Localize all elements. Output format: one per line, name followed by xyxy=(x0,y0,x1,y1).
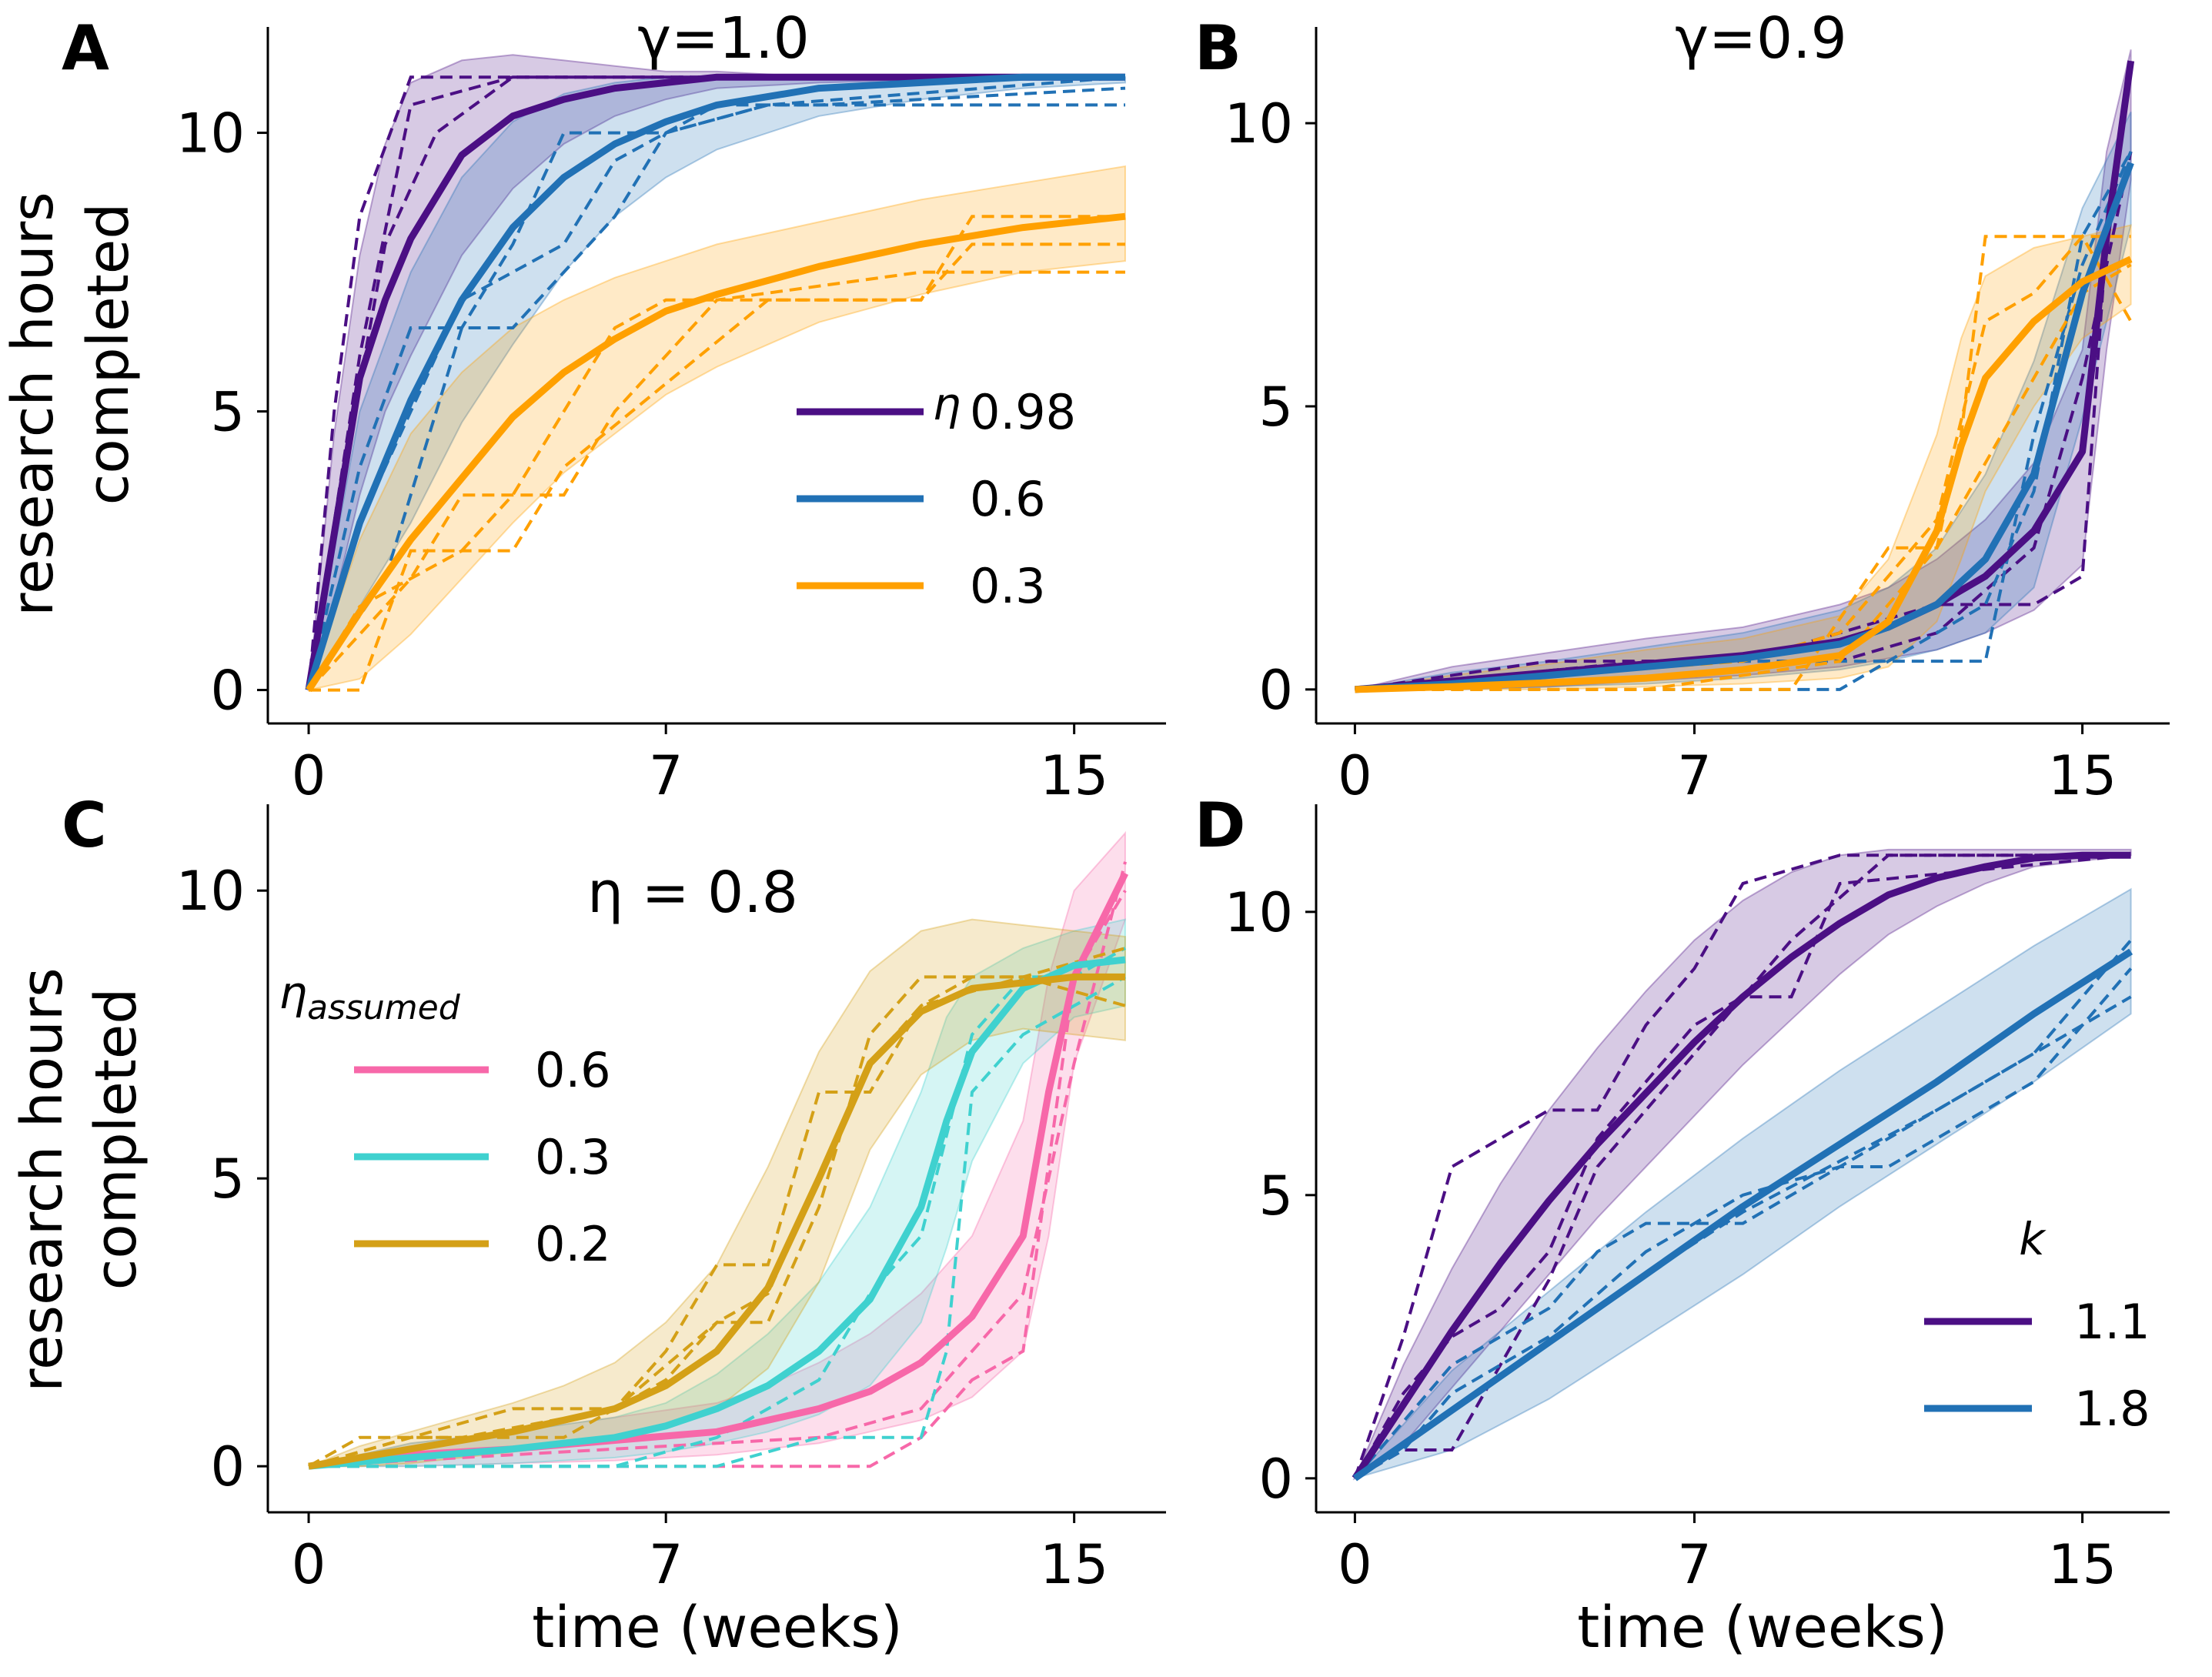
sample-line-D-0-0 xyxy=(1353,854,2131,1479)
panel-C: 0 7 15 0 5 10 Cη = 0.8 ηassumed 0.6 0.3 0.2 xyxy=(62,790,1166,1596)
x-tick-label-C-7: 7 xyxy=(649,1533,683,1596)
y-tick-label-C-10: 10 xyxy=(176,860,245,923)
x-tick-label-A-0: 0 xyxy=(292,744,326,807)
x-tick-label-B-0: 0 xyxy=(1338,744,1372,807)
x-tick-label-D-15: 15 xyxy=(2048,1533,2117,1596)
y-tick-label-C-5: 5 xyxy=(210,1148,245,1211)
mean-line-A-0 xyxy=(305,73,1125,691)
panel-letter-A: A xyxy=(62,12,109,84)
legend-label-C-0: 0.6 xyxy=(535,1042,611,1098)
sample-line-A-0-0 xyxy=(307,75,1125,690)
sample-line-B-1-0 xyxy=(1355,151,2133,691)
band-A-0 xyxy=(308,54,1125,690)
sample-line-C-0-0 xyxy=(309,890,1127,1468)
mean-line-B-2 xyxy=(1355,256,2133,693)
x-tick-label-D-7: 7 xyxy=(1677,1533,1712,1596)
sample-line-D-0-1 xyxy=(1354,854,2131,1480)
panel-title-C: η = 0.8 xyxy=(587,860,798,926)
legend-title-D: k xyxy=(2019,1213,2047,1265)
ylabel-bottom-line2: completed xyxy=(83,988,149,1291)
band-A-2 xyxy=(307,165,1126,691)
x-tick-label-B-15: 15 xyxy=(2048,744,2117,807)
y-tick-label-D-0: 0 xyxy=(1258,1448,1293,1511)
xlabel-right: time (weeks) xyxy=(1577,1595,1947,1661)
x-tick-label-A-15: 15 xyxy=(1040,744,1108,807)
legend-label-A-0: 0.98 xyxy=(970,384,1076,440)
ylabel-bottom-line1: research hours xyxy=(9,967,75,1392)
xlabel-left: time (weeks) xyxy=(532,1595,902,1661)
y-tick-label-C-0: 0 xyxy=(210,1435,245,1498)
mean-line-A-1 xyxy=(305,73,1125,691)
sample-line-C-1-1 xyxy=(309,975,1126,1468)
x-tick-label-C-0: 0 xyxy=(292,1533,326,1596)
y-tick-label-B-5: 5 xyxy=(1258,376,1293,439)
y-tick-label-A-0: 0 xyxy=(210,660,245,723)
mean-line-C-1 xyxy=(308,956,1126,1470)
sample-line-C-2-1 xyxy=(308,975,1126,1468)
mean-line-A-2 xyxy=(306,212,1126,693)
legend-title-C: ηassumed xyxy=(279,967,460,1027)
y-tick-label-A-5: 5 xyxy=(210,381,245,444)
x-tick-label-B-7: 7 xyxy=(1677,744,1712,807)
mean-line-D-1 xyxy=(1352,948,2133,1482)
sample-line-A-2-0 xyxy=(309,215,1125,692)
x-tick-label-D-0: 0 xyxy=(1338,1533,1372,1596)
sample-line-B-1-1 xyxy=(1355,150,2133,691)
panel-D: 0 7 15 0 5 10 Dk 1.1 1.8 xyxy=(1195,790,2170,1596)
sample-line-D-1-1 xyxy=(1354,967,2133,1480)
y-tick-label-A-10: 10 xyxy=(176,102,245,165)
sample-line-A-2-2 xyxy=(307,242,1125,691)
sample-line-B-0-0 xyxy=(1355,66,2133,691)
sample-line-C-0-1 xyxy=(308,861,1127,1468)
ylabel-top-line2: completed xyxy=(75,203,142,506)
sample-line-A-1-0 xyxy=(307,103,1125,691)
legend-label-A-1: 0.6 xyxy=(970,471,1046,527)
panel-A: 0 7 15 0 5 10 A γ=1.0 η 0.98 0.6 0.3 xyxy=(62,5,1166,807)
mean-line-C-2 xyxy=(308,973,1125,1470)
panel-letter-C: C xyxy=(62,790,107,861)
legend-title-A: η xyxy=(933,378,961,430)
y-tick-label-D-5: 5 xyxy=(1258,1164,1293,1228)
panel-B: 0 7 15 0 5 10 B γ=0.9 xyxy=(1195,5,2170,807)
y-tick-label-B-10: 10 xyxy=(1225,92,1293,155)
ylabel-top-line1: research hours xyxy=(0,192,66,616)
sample-line-D-1-0 xyxy=(1353,939,2133,1480)
y-tick-label-B-0: 0 xyxy=(1258,659,1293,722)
legend-label-C-1: 0.3 xyxy=(535,1129,611,1185)
legend-label-D-1: 1.8 xyxy=(2074,1381,2150,1437)
legend-label-A-2: 0.3 xyxy=(970,558,1046,614)
y-tick-label-D-10: 10 xyxy=(1225,881,1293,944)
panel-title-A: γ=1.0 xyxy=(637,5,809,72)
mean-line-D-0 xyxy=(1352,851,2131,1481)
band-D-1 xyxy=(1352,887,2132,1480)
sample-line-A-2-1 xyxy=(307,270,1125,691)
legend-label-C-2: 0.2 xyxy=(535,1216,611,1272)
panel-letter-D: D xyxy=(1195,790,1245,861)
panel-title-B: γ=0.9 xyxy=(1675,5,1846,72)
panel-letter-B: B xyxy=(1195,12,1241,84)
x-tick-label-C-15: 15 xyxy=(1040,1533,1108,1596)
legend-label-D-0: 1.1 xyxy=(2074,1294,2150,1350)
x-tick-label-A-7: 7 xyxy=(649,744,683,807)
sample-line-A-1-2 xyxy=(307,75,1126,691)
